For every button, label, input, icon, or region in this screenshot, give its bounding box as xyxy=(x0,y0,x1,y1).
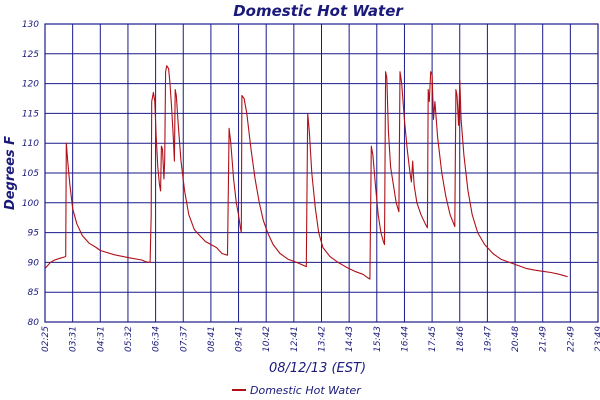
x-tick-label: 22:49 xyxy=(566,326,576,352)
x-tick-label: 19:47 xyxy=(483,326,493,352)
x-tick-label: 12:41 xyxy=(290,326,300,352)
series-layer xyxy=(44,65,568,280)
x-tick-label: 10:42 xyxy=(262,326,272,352)
x-tick-label: 08:41 xyxy=(207,326,217,352)
x-axis-ticks: 02:25 03:31 04:31 05:32 06:34 07:37 08:41 09:41… xyxy=(41,326,600,352)
x-tick-label: 15:43 xyxy=(373,326,383,352)
x-axis-label: 08/12/13 (EST) xyxy=(269,361,366,376)
x-tick-label: 20:48 xyxy=(511,326,521,352)
y-tick-label: 90 xyxy=(28,258,40,268)
y-tick-label: 95 xyxy=(28,229,40,239)
x-tick-label: 03:31 xyxy=(69,326,79,352)
x-tick-label: 16:44 xyxy=(400,326,410,352)
x-tick-label: 04:31 xyxy=(96,326,106,352)
chart-title: Domestic Hot Water xyxy=(233,2,404,20)
legend: Domestic Hot Water xyxy=(232,384,362,397)
x-tick-label: 17:45 xyxy=(428,326,438,352)
x-tick-label: 23:49 xyxy=(594,326,600,352)
y-tick-label: 80 xyxy=(28,318,40,328)
x-tick-label: 13:42 xyxy=(318,326,328,352)
y-tick-label: 120 xyxy=(22,80,39,90)
x-tick-label: 18:46 xyxy=(456,326,466,352)
series-line-domestic-hot-water xyxy=(44,65,568,280)
x-tick-label: 05:32 xyxy=(124,326,134,352)
y-tick-label: 100 xyxy=(22,199,39,209)
x-tick-label: 07:37 xyxy=(179,326,189,352)
x-tick-label: 14:43 xyxy=(345,326,355,352)
y-tick-label: 85 xyxy=(28,288,40,298)
x-tick-label: 09:41 xyxy=(235,326,245,352)
y-tick-label: 105 xyxy=(22,169,39,179)
x-tick-label: 02:25 xyxy=(41,326,51,352)
y-tick-label: 130 xyxy=(22,20,39,30)
y-tick-label: 115 xyxy=(22,109,39,119)
y-tick-label: 125 xyxy=(22,50,39,60)
x-tick-label: 21:49 xyxy=(539,326,549,352)
grid-layer xyxy=(44,23,599,323)
legend-label: Domestic Hot Water xyxy=(250,384,362,397)
y-tick-label: 110 xyxy=(22,139,39,149)
x-tick-label: 06:34 xyxy=(152,326,162,352)
plot-frame xyxy=(44,23,599,323)
y-axis-ticks: 80 85 90 95 100 105 110 115 120 125 130 xyxy=(22,20,39,328)
y-axis-label: Degrees F xyxy=(3,136,18,210)
